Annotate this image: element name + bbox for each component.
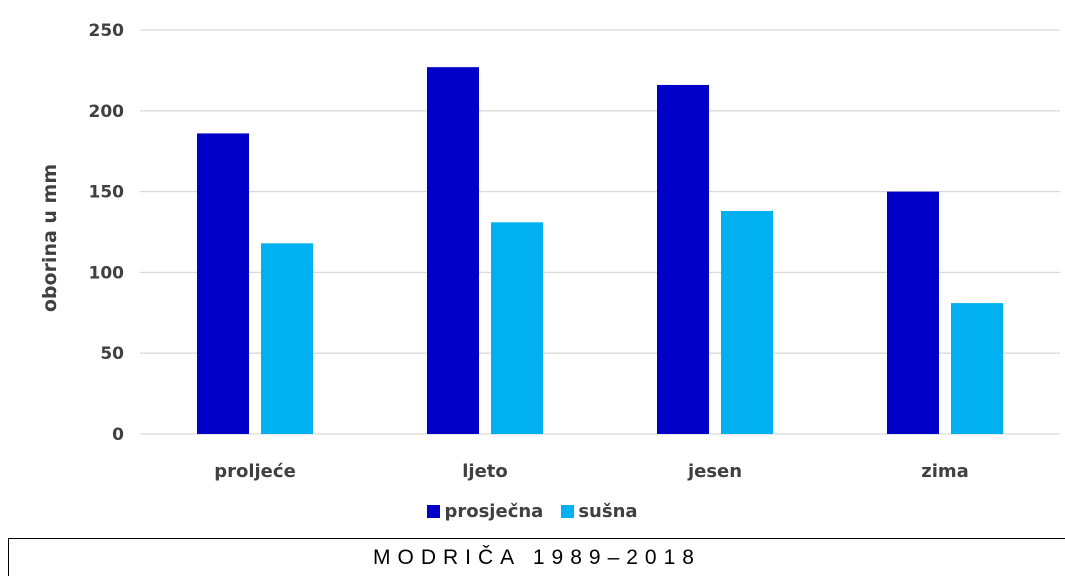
bar-prosječna-zima	[887, 191, 939, 434]
legend-item: prosječna	[427, 501, 543, 522]
y-axis-title: oborina u mm	[39, 164, 61, 312]
legend-label: sušna	[578, 500, 638, 522]
bar-sušna-zima	[951, 303, 1003, 434]
y-tick-label: 250	[89, 21, 125, 41]
y-tick-label: 50	[100, 344, 124, 364]
bar-prosječna-proljeće	[197, 133, 249, 434]
x-tick-label: jesen	[687, 461, 742, 482]
bar-sušna-ljeto	[491, 222, 543, 434]
x-tick-label: proljeće	[214, 461, 296, 482]
legend-item: sušna	[561, 500, 638, 522]
legend: prosječna sušna	[0, 498, 1065, 524]
bar-prosječna-ljeto	[427, 67, 479, 434]
x-tick-label: zima	[921, 461, 969, 482]
chart-caption: MODRIČA 1989–2018	[373, 545, 701, 569]
y-tick-label: 0	[112, 425, 124, 445]
bar-sušna-proljeće	[261, 243, 313, 434]
caption-box: MODRIČA 1989–2018	[8, 538, 1065, 576]
x-tick-label: ljeto	[462, 461, 508, 482]
legend-swatch	[561, 504, 575, 518]
chart-area: 0 50 100 150 200 250 oborina u mm proljeće ljeto…	[39, 21, 1060, 482]
legend-label: prosječna	[444, 500, 544, 522]
y-tick-label: 100	[89, 263, 125, 283]
bar-chart: 0 50 100 150 200 250 oborina u mm proljeće ljeto…	[39, 21, 1060, 482]
bar-prosječna-jesen	[657, 84, 709, 434]
legend-swatch	[427, 504, 441, 518]
bar-sušna-jesen	[721, 210, 773, 434]
y-tick-label: 200	[89, 102, 125, 122]
y-tick-label: 150	[89, 183, 125, 203]
